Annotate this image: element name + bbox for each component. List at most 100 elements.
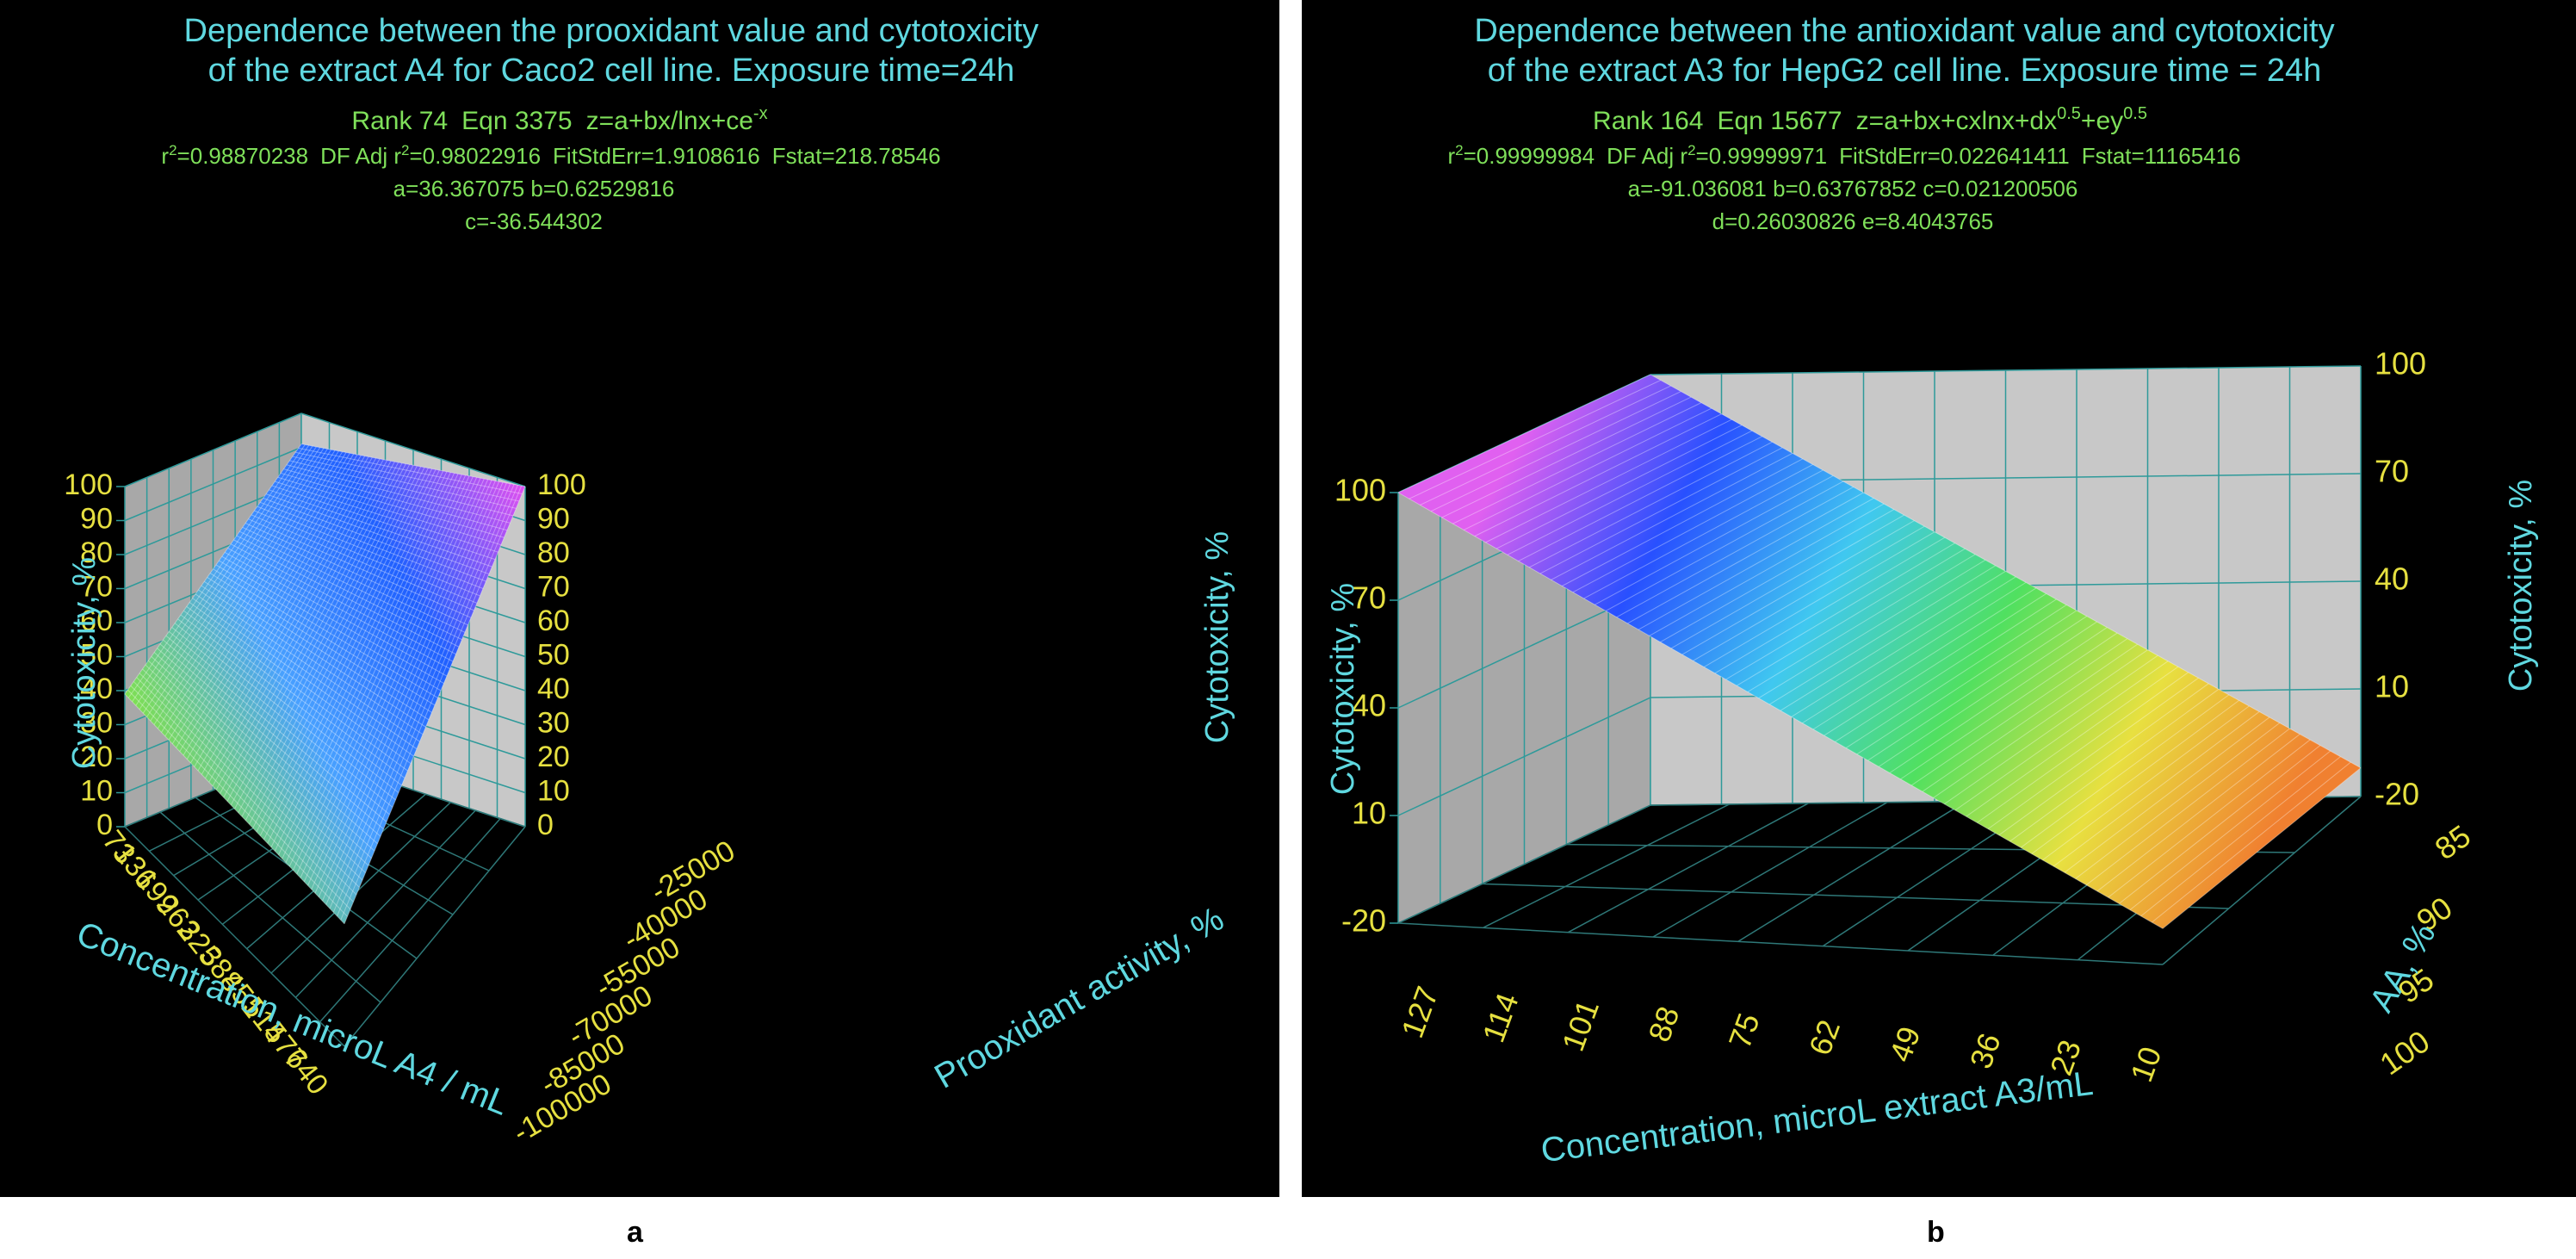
a-surface-mesh bbox=[171, 453, 350, 745]
b-surface-mesh bbox=[1998, 683, 2209, 836]
a-surface-mesh bbox=[288, 475, 470, 867]
chart-b-adj-label: DF Adj r bbox=[1607, 143, 1687, 169]
b-surface-mesh bbox=[2096, 734, 2300, 892]
b-surface-mesh bbox=[1474, 413, 1722, 537]
b-z-tick-right: 40 bbox=[2375, 561, 2409, 597]
b-floor-gridline bbox=[1737, 800, 1967, 942]
a-floor-gridline bbox=[270, 802, 451, 974]
b-z-tick-left: 70 bbox=[1352, 580, 1386, 616]
b-floor-gridline bbox=[1483, 803, 1731, 929]
a-surface-mesh bbox=[221, 555, 444, 684]
a-surface-mesh bbox=[300, 443, 526, 487]
a-surface-mesh bbox=[189, 602, 412, 765]
a-surface-mesh bbox=[227, 548, 450, 670]
chart-b-formula-sup: 0.5 bbox=[2057, 104, 2081, 123]
a-surface-mesh bbox=[183, 610, 406, 778]
a-surface-mesh bbox=[186, 456, 366, 760]
a-surface-mesh bbox=[307, 479, 489, 886]
chart-b-z-label-left: Cytotoxicity, % bbox=[1325, 583, 1361, 795]
a-z-tick-right: 80 bbox=[537, 536, 570, 569]
a-surface-mesh bbox=[165, 635, 387, 822]
b-x-tick: 62 bbox=[1802, 1015, 1847, 1060]
a-surface-mesh bbox=[223, 462, 403, 798]
b-z-tick-right: 70 bbox=[2375, 454, 2409, 489]
a-surface-mesh bbox=[239, 530, 462, 641]
a-surface-mesh bbox=[271, 485, 496, 561]
a-surface-patch bbox=[125, 443, 525, 924]
b-surface-mesh bbox=[1824, 593, 2047, 736]
chart-a-params-line1: a=36.367075 b=0.62529816 bbox=[393, 176, 675, 202]
a-surface-mesh bbox=[150, 449, 328, 722]
a-surface-mesh bbox=[329, 483, 511, 909]
a-surface-mesh bbox=[257, 505, 480, 597]
b-surface-mesh bbox=[1539, 447, 1783, 574]
chart-b-adj-value: =0.99999971 bbox=[1696, 143, 1828, 169]
b-z-tick-left: 40 bbox=[1352, 688, 1386, 723]
a-surface-mesh bbox=[280, 472, 505, 538]
a-z-tick-right: 40 bbox=[537, 673, 570, 705]
a-surface-mesh bbox=[215, 461, 395, 791]
b-surface-mesh bbox=[1889, 627, 2108, 773]
b-surface-mesh bbox=[1758, 559, 1986, 699]
b-floor-gridline bbox=[2162, 796, 2362, 965]
b-surface-mesh bbox=[1769, 565, 1996, 705]
a-z-tick-right: 50 bbox=[537, 638, 570, 671]
b-surface-mesh bbox=[1802, 581, 2027, 724]
b-surface-mesh bbox=[1966, 666, 2179, 817]
a-surface-mesh bbox=[256, 468, 437, 833]
a-z-tick-right: 70 bbox=[537, 570, 570, 603]
b-floor-gridline bbox=[1482, 883, 2229, 909]
a-surface-mesh bbox=[163, 639, 384, 830]
b-surface-mesh bbox=[1944, 654, 2158, 805]
chart-panel-a: 0 10 20 30 40 50 60 70 80 90 100 0 10 20 30 40 50 60 70 80 9… bbox=[0, 0, 1279, 1197]
chart-a-fitstderr: FitStdErr=1.9108616 bbox=[553, 143, 760, 169]
a-surface-mesh bbox=[153, 449, 332, 725]
a-surface-mesh bbox=[139, 446, 317, 710]
a-z-tick-left: 60 bbox=[80, 605, 113, 637]
b-surface-mesh bbox=[1551, 452, 1793, 580]
a-surface-mesh bbox=[135, 445, 313, 706]
b-surface-mesh bbox=[2108, 739, 2311, 898]
b-surface-mesh bbox=[2140, 756, 2341, 917]
a-surface-mesh bbox=[332, 484, 515, 913]
a-floor-gridline bbox=[319, 818, 501, 1023]
a-surface-mesh bbox=[171, 627, 393, 808]
a-surface-mesh bbox=[263, 498, 486, 582]
b-surface-mesh bbox=[1845, 605, 2067, 748]
chart-b-title-line1: Dependence between the antioxidant value… bbox=[1474, 13, 2334, 49]
chart-b-formula: z=a+bx+cxlnx+dx bbox=[1856, 107, 2057, 135]
a-surface-mesh bbox=[282, 474, 462, 859]
a-surface-mesh bbox=[269, 489, 492, 567]
a-surface-mesh bbox=[168, 630, 390, 816]
b-surface-mesh bbox=[1627, 492, 1864, 624]
a-z-tick-left: 30 bbox=[80, 706, 113, 739]
b-surface-mesh bbox=[1397, 492, 2164, 929]
a-surface-mesh bbox=[224, 551, 448, 677]
b-x-tick: 101 bbox=[1555, 995, 1606, 1056]
a-surface-mesh bbox=[139, 673, 360, 888]
a-surface-mesh bbox=[153, 652, 375, 852]
a-surface-mesh bbox=[159, 643, 381, 837]
chart-a-formula: z=a+bx/lnx+ce bbox=[586, 107, 753, 135]
a-surface-mesh bbox=[283, 468, 508, 531]
b-surface-mesh bbox=[1812, 587, 2037, 730]
a-z-tick-left: 20 bbox=[80, 741, 113, 773]
a-z-tick-left: 0 bbox=[96, 809, 113, 841]
b-x-tick: 36 bbox=[1963, 1028, 2008, 1073]
b-surface-mesh bbox=[1605, 481, 1844, 611]
b-surface-mesh bbox=[1900, 632, 2118, 780]
a-z-tick-left: 70 bbox=[80, 570, 113, 603]
b-surface-mesh bbox=[1583, 469, 1824, 599]
a-surface-mesh bbox=[303, 478, 485, 883]
b-surface-mesh bbox=[2053, 711, 2260, 867]
a-surface-mesh bbox=[311, 480, 492, 890]
b-surface-mesh bbox=[1485, 419, 1732, 543]
b-surface-mesh bbox=[1562, 458, 1804, 586]
b-surface-mesh bbox=[1528, 441, 1773, 568]
a-surface-mesh bbox=[254, 510, 478, 604]
a-floor-gridline bbox=[344, 826, 526, 1047]
a-surface-mesh bbox=[252, 468, 433, 828]
a-surface-mesh bbox=[241, 466, 422, 817]
b-surface-mesh bbox=[1638, 498, 1874, 630]
b-surface-mesh bbox=[1452, 402, 1702, 524]
